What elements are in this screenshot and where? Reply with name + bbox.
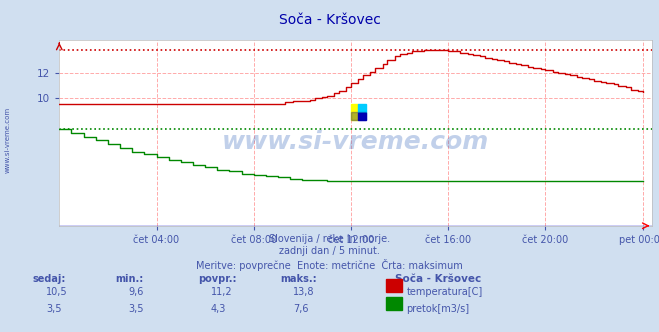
Text: 13,8: 13,8: [293, 287, 315, 297]
Text: Slovenija / reke in morje.: Slovenija / reke in morje.: [269, 234, 390, 244]
Text: Meritve: povprečne  Enote: metrične  Črta: maksimum: Meritve: povprečne Enote: metrične Črta:…: [196, 259, 463, 271]
Text: 10,5: 10,5: [46, 287, 68, 297]
Text: www.si-vreme.com: www.si-vreme.com: [5, 106, 11, 173]
Text: 3,5: 3,5: [129, 304, 144, 314]
Text: sedaj:: sedaj:: [33, 274, 67, 284]
Text: pretok[m3/s]: pretok[m3/s]: [407, 304, 470, 314]
Bar: [358, 104, 366, 114]
Text: 7,6: 7,6: [293, 304, 309, 314]
Text: 4,3: 4,3: [211, 304, 226, 314]
Text: Soča - Kršovec: Soča - Kršovec: [279, 13, 380, 27]
Text: 11,2: 11,2: [211, 287, 233, 297]
Bar: [351, 104, 358, 120]
Text: zadnji dan / 5 minut.: zadnji dan / 5 minut.: [279, 246, 380, 256]
Text: temperatura[C]: temperatura[C]: [407, 287, 483, 297]
Text: min.:: min.:: [115, 274, 144, 284]
Text: www.si-vreme.com: www.si-vreme.com: [222, 130, 490, 154]
Bar: [358, 114, 366, 120]
Text: 9,6: 9,6: [129, 287, 144, 297]
Bar: [351, 112, 366, 120]
Text: povpr.:: povpr.:: [198, 274, 236, 284]
Text: maks.:: maks.:: [280, 274, 317, 284]
Text: 3,5: 3,5: [46, 304, 62, 314]
Text: Soča - Kršovec: Soča - Kršovec: [395, 274, 482, 284]
